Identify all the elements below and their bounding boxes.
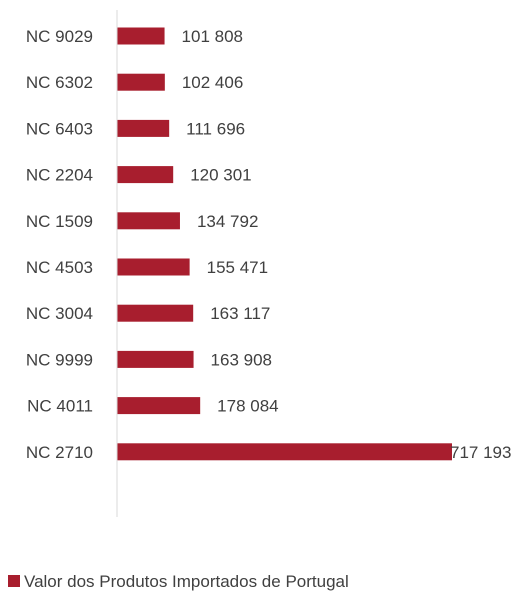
value-label: 163 908	[211, 350, 272, 369]
value-label: 178 084	[217, 397, 278, 416]
category-label: NC 4011	[27, 397, 93, 416]
category-label: NC 6403	[26, 119, 93, 138]
bar-nc-9999	[117, 350, 194, 368]
value-label: 120 301	[190, 166, 251, 185]
category-label: NC 3004	[26, 304, 93, 323]
bar-nc-4503	[117, 258, 190, 276]
value-label: 163 117	[210, 304, 270, 323]
bars-layer	[117, 27, 452, 461]
value-label: 717 193	[450, 443, 511, 462]
bar-nc-6403	[117, 119, 170, 137]
category-label: NC 6302	[26, 73, 93, 92]
legend-swatch	[8, 575, 20, 587]
labels-layer: NC 9029 101 808 NC 6302 102 406 NC 6403 111 6…	[26, 27, 512, 462]
bar-nc-3004	[117, 304, 194, 322]
category-label: NC 2710	[26, 443, 93, 462]
category-label: NC 2204	[26, 166, 93, 185]
category-label: NC 9999	[26, 350, 93, 369]
value-label: 155 471	[207, 258, 268, 277]
bar-nc-2204	[117, 166, 174, 184]
bar-nc-2710	[117, 443, 452, 461]
value-label: 101 808	[182, 27, 243, 46]
category-label: NC 4503	[26, 258, 93, 277]
value-label: 102 406	[182, 73, 243, 92]
category-label: NC 9029	[26, 27, 93, 46]
bar-nc-1509	[117, 212, 180, 230]
value-label: 111 696	[186, 119, 245, 138]
bar-nc-9029	[117, 27, 165, 45]
legend: Valor dos Produtos Importados de Portuga…	[8, 572, 349, 591]
category-label: NC 1509	[26, 212, 93, 231]
bar-nc-6302	[117, 73, 165, 91]
bar-nc-4011	[117, 397, 201, 415]
legend-label: Valor dos Produtos Importados de Portuga…	[24, 572, 349, 591]
value-label: 134 792	[197, 212, 258, 231]
